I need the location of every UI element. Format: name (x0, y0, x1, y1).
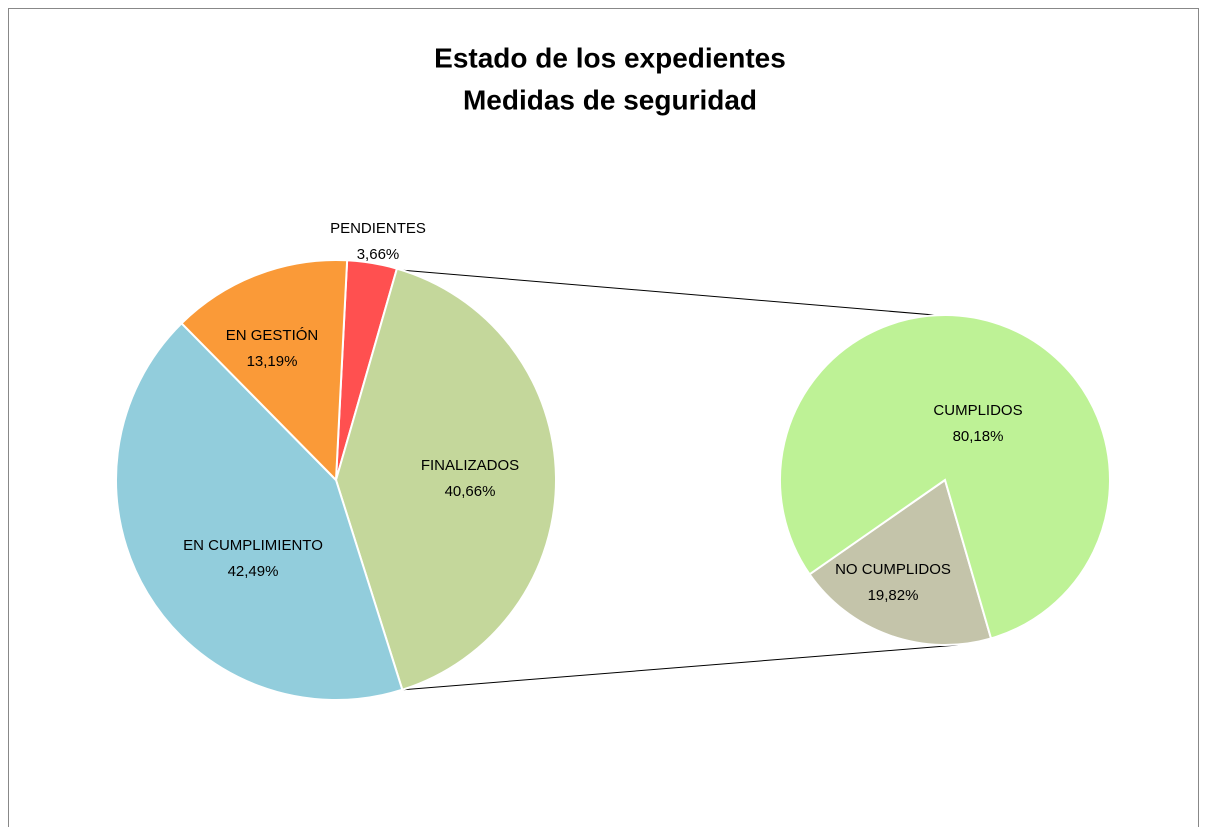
connector-line (399, 269, 959, 318)
slice-label: EN GESTIÓN (226, 327, 319, 344)
pie-slice (334, 267, 557, 692)
slice-value-label: 19,82% (868, 587, 919, 604)
pie-slice (808, 478, 993, 646)
slice-value-label: 42,49% (228, 563, 279, 580)
slice-value-label: 80,18% (953, 428, 1004, 445)
chart-subtitle: Medidas de seguridad (463, 84, 757, 115)
slice-label: PENDIENTES (330, 220, 426, 237)
pie-slice (180, 259, 349, 483)
slice-value-label: 40,66% (445, 483, 496, 500)
slice-value-label: 13,19% (247, 353, 298, 370)
slice-value-label: 3,66% (357, 246, 400, 263)
slice-label: NO CUMPLIDOS (835, 561, 951, 578)
slice-label: FINALIZADOS (421, 457, 519, 474)
pie-slice (779, 314, 1111, 640)
chart-title: Estado de los expedientes (434, 42, 786, 73)
slice-label: CUMPLIDOS (933, 402, 1022, 419)
connector-line (399, 644, 959, 691)
pie-slice (115, 321, 404, 701)
slice-label: EN CUMPLIMIENTO (183, 537, 323, 554)
